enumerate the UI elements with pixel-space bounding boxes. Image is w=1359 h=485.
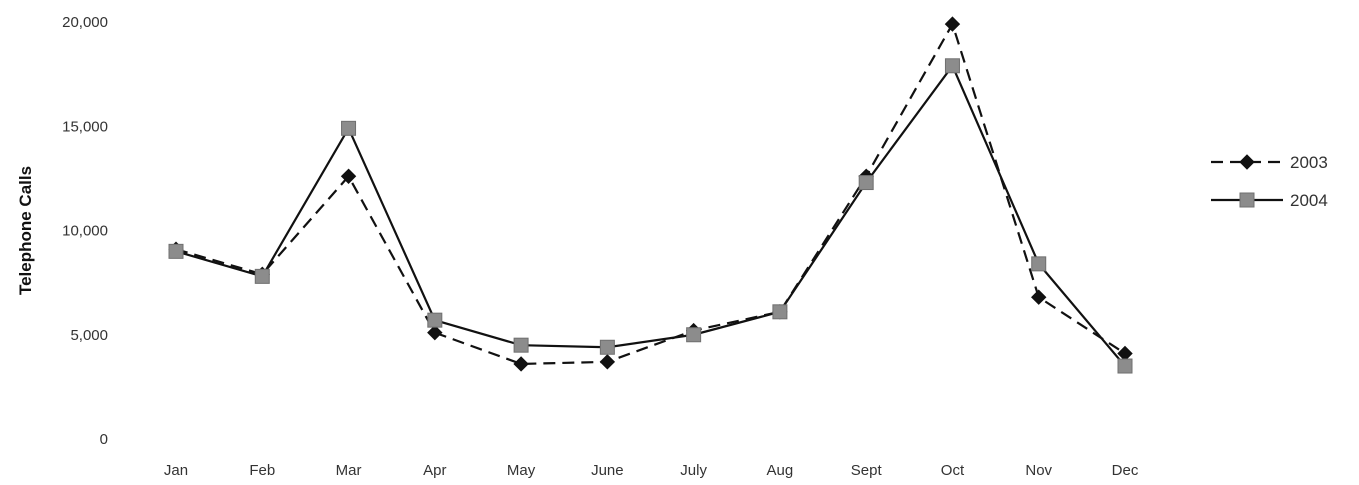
data-point-2004 (513, 337, 529, 353)
legend-marker-2004 (1239, 192, 1255, 208)
x-tick-label: Jan (164, 462, 188, 479)
x-tick-label: July (680, 462, 707, 479)
series-line-2003 (175, 21, 1126, 366)
x-tick-label: May (507, 462, 536, 479)
x-tick-label: Feb (249, 462, 275, 479)
data-point-2003 (599, 354, 616, 370)
data-point-2004 (1117, 358, 1133, 374)
x-tick-labels: Jan Feb Mar Apr May June July Aug Sept Oct Nov Dec (164, 462, 1139, 479)
data-point-2004 (599, 339, 615, 355)
y-tick-label: 0 (100, 431, 108, 448)
x-tick-label: Aug (767, 462, 794, 479)
data-point-2003 (427, 324, 443, 341)
series-markers (168, 16, 1133, 374)
data-point-2004 (686, 327, 702, 343)
y-tick-labels: 0 5,000 10,000 15,000 20,000 (62, 14, 108, 448)
data-point-2003 (944, 16, 961, 32)
y-tick-label: 5,000 (70, 327, 108, 344)
y-axis-title-group: Telephone Calls (16, 166, 35, 295)
y-tick-label: 15,000 (62, 118, 108, 135)
legend-label-2003: 2003 (1290, 153, 1328, 172)
x-tick-label: Nov (1025, 462, 1052, 479)
x-tick-label: Sept (851, 462, 883, 479)
data-point-2004 (858, 175, 874, 191)
data-point-2004 (341, 120, 357, 136)
legend-marker-2003 (1239, 154, 1255, 170)
legend-item-2004: 2004 (1211, 191, 1328, 210)
x-tick-label: June (591, 462, 624, 479)
x-tick-label: Mar (336, 462, 362, 479)
series-line-2004 (175, 63, 1126, 367)
legend: 2003 2004 (1211, 153, 1328, 210)
series-lines (175, 21, 1126, 367)
data-point-2004 (772, 304, 788, 320)
data-point-2004 (168, 243, 184, 259)
legend-item-2003: 2003 (1211, 153, 1328, 172)
data-point-2004 (427, 312, 443, 328)
data-point-2003 (1117, 345, 1133, 362)
legend-label-2004: 2004 (1290, 191, 1328, 210)
data-point-2003 (1031, 289, 1047, 305)
x-tick-label: Apr (423, 462, 446, 479)
data-point-2004 (1031, 256, 1047, 272)
data-point-2004 (254, 268, 270, 284)
data-point-2003 (340, 168, 357, 184)
data-point-2004 (944, 58, 960, 74)
y-tick-label: 20,000 (62, 14, 108, 31)
y-axis-title: Telephone Calls (16, 166, 35, 295)
data-point-2003 (513, 356, 529, 372)
x-tick-label: Dec (1112, 462, 1139, 479)
x-tick-label: Oct (941, 462, 965, 479)
y-tick-label: 10,000 (62, 223, 108, 240)
